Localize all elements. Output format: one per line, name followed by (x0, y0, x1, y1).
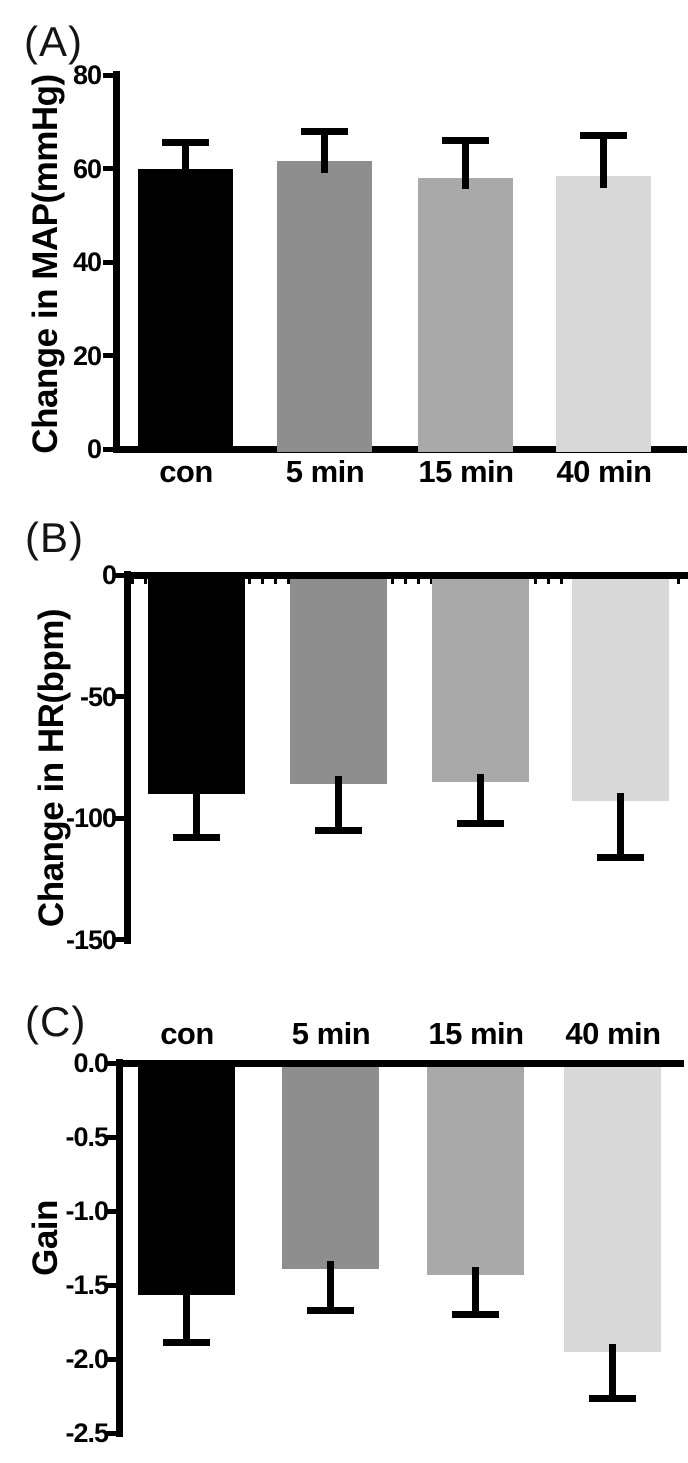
panel-a-letter: (A) (24, 18, 83, 65)
panel-c-error-stem-40-min (609, 1344, 616, 1402)
panel-a-category-label-15-min: 15 min (418, 454, 514, 489)
panel-a-y-tick-60 (103, 166, 113, 171)
panel-c-y-tick-label--1.0: -1.0 (65, 1196, 109, 1226)
panel-b-baseline (124, 572, 688, 579)
panel-c-y-tick--0.5 (106, 1135, 116, 1140)
panel-b-y-tick--150 (114, 937, 124, 942)
panel-a-error-cap-con (162, 139, 209, 146)
panel-a-error-stem-con (182, 143, 189, 181)
panel-a-y-tick-label-20: 20 (72, 341, 102, 371)
panel-c-baseline (116, 1060, 684, 1067)
panel-c-error-cap-15-min (452, 1311, 499, 1318)
panel-a-error-cap-15-min (442, 137, 489, 144)
panel-c-error-cap-40-min (589, 1395, 636, 1402)
panel-c-category-label-15-min: 15 min (428, 1016, 524, 1051)
panel-b-error-stem-5-min (335, 776, 342, 833)
panel-a-y-tick-80 (103, 73, 113, 78)
panel-a-error-stem-5-min (321, 131, 328, 173)
panel-b-bar-40-min (572, 579, 669, 801)
panel-a-y-tick-label-60: 60 (72, 154, 102, 184)
panel-b-bar-con (148, 579, 245, 794)
panel-c-bar-40-min (564, 1067, 661, 1352)
panel-c-y-tick--1.5 (106, 1283, 116, 1288)
panel-c-category-label-40-min: 40 min (565, 1016, 661, 1051)
panel-b-error-cap-con (173, 834, 220, 841)
panel-a-error-cap-40-min (580, 132, 627, 139)
panel-c-error-stem-con (183, 1287, 190, 1345)
panel-c-category-label-con: con (160, 1016, 214, 1051)
panel-b-y-axis-title: Change in HR(bpm) (32, 608, 71, 928)
panel-b-y-tick-label--50: -50 (79, 682, 117, 712)
panel-a-y-tick-label-40: 40 (72, 247, 102, 277)
panel-c-y-tick-label--2.5: -2.5 (65, 1418, 109, 1448)
panel-a-category-label-con: con (159, 454, 213, 489)
panel-c-error-cap-con (163, 1339, 210, 1346)
panel-c-y-tick-label--2.0: -2.0 (65, 1344, 109, 1374)
panel-a-bar-40-min (556, 176, 651, 452)
panel-c-y-tick-label-0.0: 0.0 (73, 1048, 109, 1078)
panel-a-error-stem-40-min (600, 136, 607, 188)
panel-a-y-axis-line (113, 71, 120, 453)
panel-a-y-tick-20 (103, 353, 113, 358)
panel-b-y-tick-label-0: 0 (101, 560, 117, 590)
panel-c-category-label-5-min: 5 min (291, 1016, 371, 1051)
panel-c-y-tick--2.0 (106, 1357, 116, 1362)
panel-b-axis-minor-ticks (131, 579, 688, 584)
panel-b-error-cap-5-min (315, 827, 362, 834)
panel-b-error-stem-15-min (477, 774, 484, 826)
panel-b-error-cap-40-min (597, 854, 644, 861)
panel-c-bar-con (138, 1067, 235, 1295)
panel-a-category-label-40-min: 40 min (556, 454, 652, 489)
panel-b-y-tick--50 (114, 694, 124, 699)
panel-a-y-tick-label-0: 0 (86, 434, 102, 464)
panel-a-baseline (113, 446, 687, 453)
panel-b-bar-15-min (432, 579, 529, 782)
panel-a-error-stem-15-min (462, 140, 469, 189)
panel-a-category-label-5-min: 5 min (285, 454, 365, 489)
panel-c-bar-15-min (427, 1067, 524, 1275)
panel-b-y-tick-label--150: -150 (65, 925, 117, 955)
panel-c-y-tick--1.0 (106, 1209, 116, 1214)
panel-c-bar-5-min (282, 1067, 379, 1269)
panel-a-bar-5-min (277, 161, 372, 452)
panel-b-error-stem-40-min (617, 793, 624, 860)
panel-b-bar-5-min (290, 579, 387, 784)
panel-a-bar-15-min (418, 178, 513, 452)
panel-b-y-tick-label--100: -100 (65, 803, 117, 833)
panel-a-bar-con (138, 169, 233, 453)
panel-b-y-tick-0 (114, 573, 124, 578)
panel-b-y-axis-line (124, 571, 131, 944)
panel-a-y-tick-0 (103, 447, 113, 452)
panel-c-y-axis-line (116, 1059, 123, 1437)
panel-b-letter: (B) (25, 514, 84, 561)
panel-c-y-tick-label--1.5: -1.5 (65, 1270, 109, 1300)
panel-a-y-tick-40 (103, 260, 113, 265)
panel-c-y-tick-label--0.5: -0.5 (65, 1122, 109, 1152)
panel-c-error-cap-5-min (307, 1307, 354, 1314)
panel-a-error-cap-5-min (301, 128, 348, 135)
panel-b-error-stem-con (193, 786, 200, 841)
panel-b-error-cap-15-min (457, 820, 504, 827)
panel-b-y-tick--100 (114, 816, 124, 821)
panel-c-y-tick-0.0 (106, 1061, 116, 1066)
panel-c-error-stem-15-min (472, 1267, 479, 1318)
panel-c-error-stem-5-min (327, 1261, 334, 1313)
panel-c-letter: (C) (25, 998, 87, 1045)
panel-c-y-tick--2.5 (106, 1431, 116, 1436)
panel-a-y-tick-label-80: 80 (72, 60, 102, 90)
